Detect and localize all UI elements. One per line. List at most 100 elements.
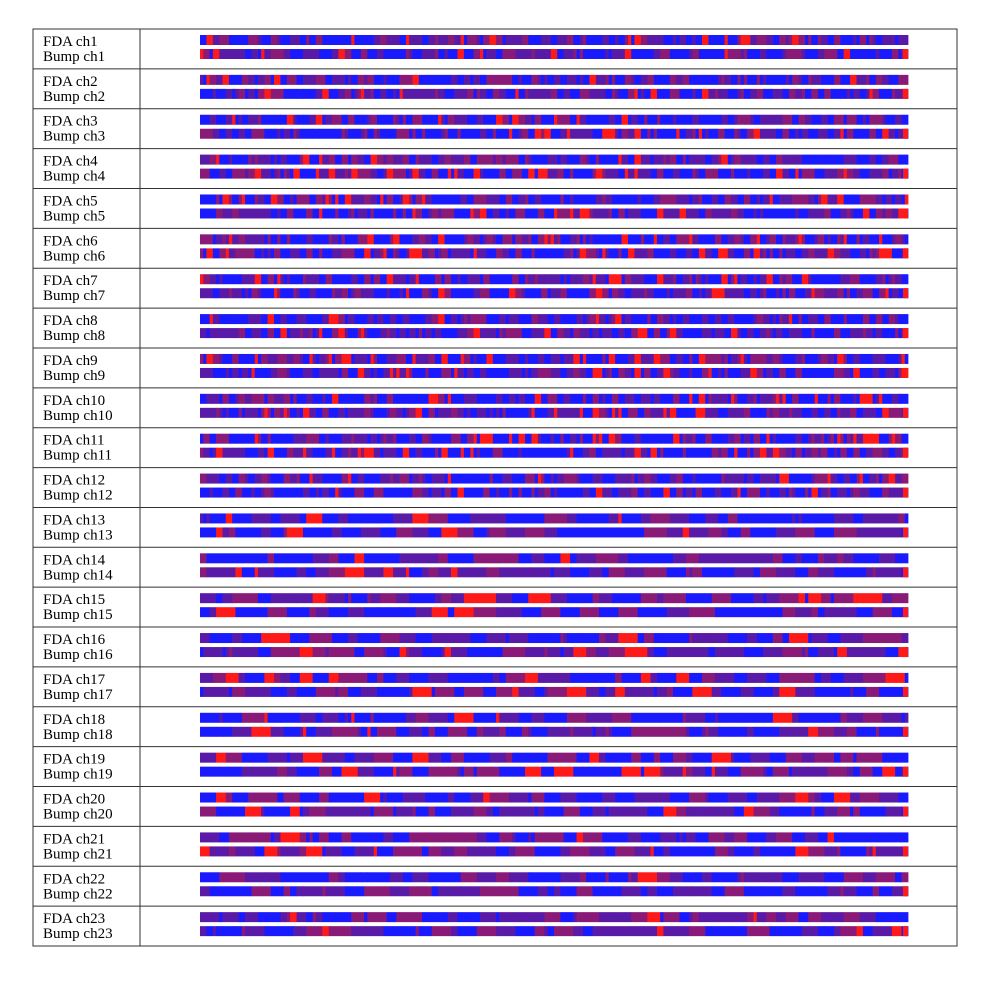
- bump-stripe-cell: [872, 288, 880, 299]
- fda-stripe-cell: [476, 672, 494, 683]
- fda-label: FDA ch13: [43, 512, 105, 528]
- bump-stripe-cell: [898, 328, 902, 339]
- bump-stripe-cell: [280, 168, 285, 179]
- fda-stripe-cell: [795, 553, 803, 564]
- fda-stripe-cell: [573, 912, 577, 923]
- bump-stripe-cell: [422, 567, 429, 578]
- bump-stripe-cell: [711, 49, 719, 59]
- bump-stripe-cell: [682, 447, 687, 458]
- bump-stripe-cell: [537, 367, 545, 378]
- fda-stripe-cell: [792, 74, 799, 85]
- fda-stripe-cell: [595, 314, 600, 325]
- fda-stripe-cell: [805, 194, 809, 205]
- bump-stripe-cell: [611, 407, 616, 418]
- fda-stripe-cell: [518, 114, 526, 125]
- fda-stripe-cell: [293, 393, 297, 404]
- bump-stripe-cell: [592, 208, 600, 219]
- fda-stripe-cell: [872, 393, 877, 404]
- fda-stripe-cell: [698, 792, 706, 803]
- fda-stripe-cell: [354, 194, 362, 205]
- bump-stripe: [200, 846, 909, 857]
- bump-stripe-cell: [599, 607, 619, 618]
- bump-stripe-cell: [753, 208, 758, 219]
- fda-stripe-cell: [525, 154, 529, 165]
- fda-stripe-cell: [637, 194, 642, 205]
- bump-stripe-cell: [364, 487, 371, 498]
- fda-stripe-cell: [228, 872, 246, 883]
- bump-stripe-cell: [660, 766, 664, 777]
- fda-stripe-cell: [438, 154, 445, 165]
- fda-stripe-cell: [692, 114, 700, 125]
- fda-stripe-cell: [402, 194, 410, 205]
- fda-stripe-cell: [521, 35, 529, 45]
- bump-stripe-cell: [663, 407, 668, 418]
- fda-stripe: [200, 872, 909, 883]
- bump-stripe-cell: [895, 447, 902, 458]
- fda-stripe-cell: [782, 274, 787, 285]
- fda-stripe-cell: [750, 513, 758, 524]
- bump-stripe-cell: [734, 248, 742, 259]
- bump-stripe-cell: [862, 447, 867, 458]
- fda-stripe-cell: [824, 553, 838, 564]
- bump-stripe-cell: [875, 49, 880, 59]
- fda-stripe-cell: [470, 633, 481, 644]
- fda-stripe-cell: [718, 433, 722, 444]
- fda-stripe-cell: [846, 234, 851, 245]
- fda-stripe-cell: [225, 314, 230, 325]
- bump-stripe-cell: [676, 88, 680, 99]
- fda-stripe-cell: [582, 194, 590, 205]
- bump-stripe-cell: [547, 886, 555, 897]
- bump-stripe-cell: [325, 647, 330, 658]
- fda-stripe-cell: [663, 274, 668, 285]
- bump-stripe-cell: [512, 367, 519, 378]
- bump-stripe-cell: [615, 248, 619, 259]
- bump-stripe-cell: [608, 288, 613, 299]
- fda-stripe-cell: [673, 393, 680, 404]
- fda-stripe-cell: [280, 712, 301, 723]
- bump-stripe-cell: [589, 288, 597, 299]
- fda-stripe-cell: [821, 353, 828, 364]
- bump-stripe-cell: [618, 128, 622, 139]
- bump-stripe-cell: [344, 647, 355, 658]
- fda-stripe-cell: [904, 353, 909, 364]
- bump-stripe-cell: [714, 208, 722, 219]
- bump-stripe-cell: [525, 726, 529, 737]
- bump-stripe-cell: [611, 487, 619, 498]
- bump-stripe-cell: [399, 168, 407, 179]
- bump-stripe-cell: [663, 806, 677, 817]
- fda-stripe-cell: [235, 114, 240, 125]
- bump-stripe-cell: [434, 447, 439, 458]
- bump-stripe-cell: [689, 88, 693, 99]
- bump-stripe-cell: [792, 407, 799, 418]
- bump-stripe-cell: [737, 128, 742, 139]
- fda-stripe-cell: [248, 832, 262, 843]
- fda-stripe-cell: [322, 74, 326, 85]
- bump-stripe-cell: [740, 487, 748, 498]
- bump-stripe-cell: [560, 128, 568, 139]
- bump-stripe-cell: [846, 407, 851, 418]
- bump-stripe-cell: [373, 168, 378, 179]
- bump-stripe-cell: [338, 407, 346, 418]
- fda-stripe-cell: [476, 114, 481, 125]
- bump-stripe-cell: [290, 88, 297, 99]
- fda-stripe-cell: [901, 234, 906, 245]
- bump-stripe-cell: [850, 607, 857, 618]
- bump-stripe-cell: [270, 686, 288, 697]
- bump-stripe-cell: [508, 487, 513, 498]
- fda-stripe-cell: [747, 832, 764, 843]
- fda-stripe-cell: [734, 114, 738, 125]
- bump-stripe-cell: [605, 367, 610, 378]
- bump-stripe-cell: [840, 128, 845, 139]
- fda-stripe-cell: [621, 353, 629, 364]
- fda-stripe-cell: [692, 752, 713, 763]
- fda-stripe-cell: [702, 194, 706, 205]
- bump-stripe-cell: [798, 487, 806, 498]
- fda-stripe-cell: [853, 393, 857, 404]
- bump-stripe-cell: [695, 328, 703, 339]
- bump-stripe-cell: [489, 328, 497, 339]
- fda-stripe-cell: [418, 74, 426, 85]
- fda-stripe-cell: [843, 274, 851, 285]
- fda-stripe-cell: [833, 393, 841, 404]
- bump-stripe-cell: [383, 367, 391, 378]
- fda-stripe-cell: [344, 274, 352, 285]
